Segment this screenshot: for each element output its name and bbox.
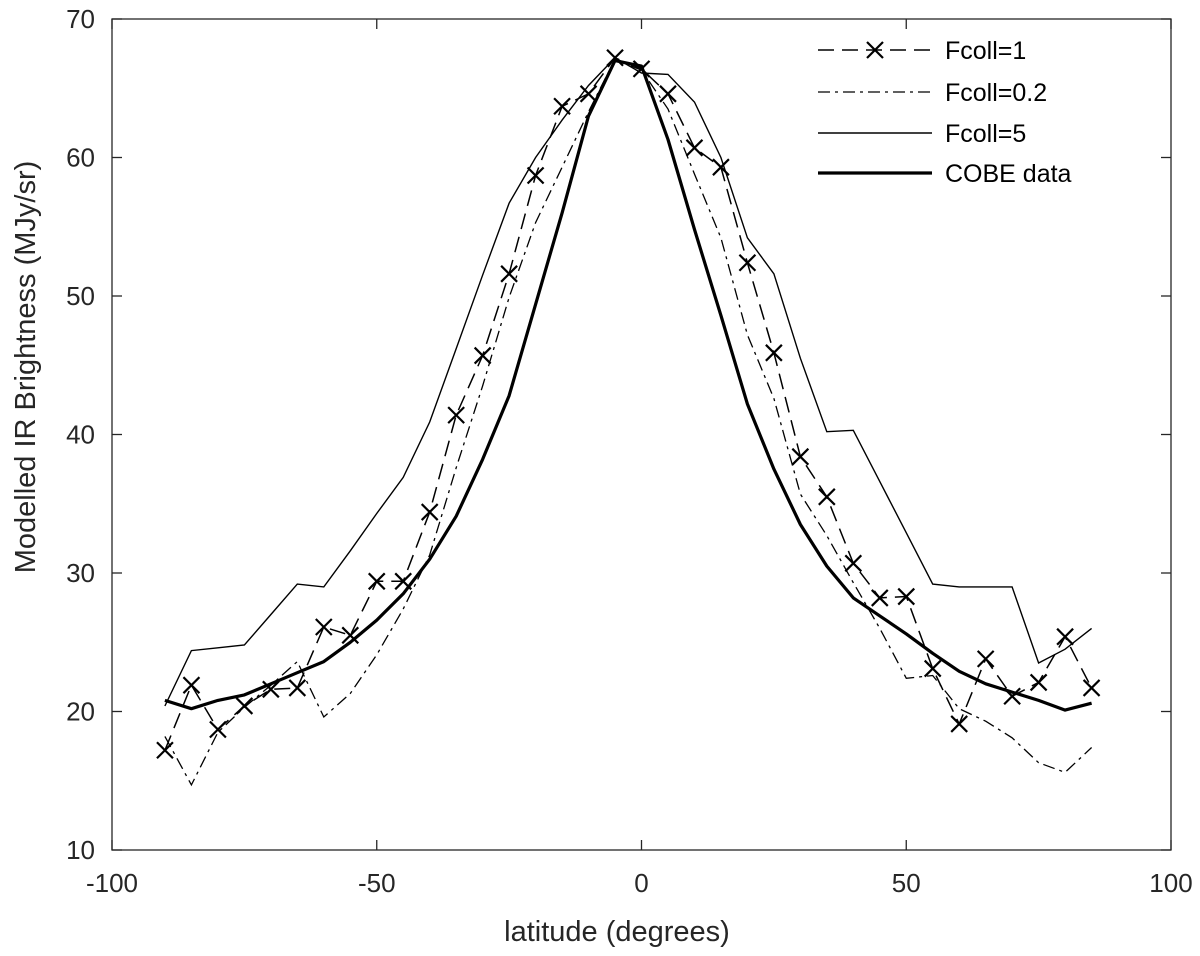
legend-item: COBE data — [818, 160, 1072, 188]
series-line — [164, 56, 1093, 751]
y-tick-label: 30 — [66, 558, 95, 588]
data-point — [500, 265, 518, 283]
y-tick-label: 20 — [66, 697, 95, 727]
data-point — [447, 406, 465, 424]
y-tick-label: 50 — [66, 281, 95, 311]
data-point — [950, 715, 968, 733]
series-fcoll-1 — [156, 49, 1101, 760]
data-point — [765, 344, 783, 362]
data-point — [659, 85, 677, 103]
series-fcoll-5 — [164, 56, 1093, 707]
data-point — [553, 97, 571, 116]
data-point — [791, 447, 810, 466]
data-point — [341, 626, 360, 645]
data-point — [420, 503, 439, 521]
legend-item: Fcoll=1 — [818, 37, 1026, 65]
data-point — [685, 139, 704, 157]
x-tick-label: -100 — [86, 868, 138, 898]
data-point — [897, 587, 916, 606]
legend-item: Fcoll=0.2 — [818, 79, 1047, 107]
series-layer — [156, 49, 1101, 787]
data-point — [844, 554, 863, 573]
legend-marker — [866, 41, 884, 59]
legend-label: Fcoll=5 — [945, 120, 1026, 148]
data-point — [526, 166, 545, 185]
axis-ticks: -100 -50 0 50 100 10 20 30 40 50 60 70 — [66, 4, 1193, 898]
x-axis-label: latitude (degrees) — [504, 916, 730, 948]
y-tick-label: 70 — [66, 4, 95, 34]
data-point — [367, 572, 386, 591]
y-tick-label: 10 — [66, 835, 95, 865]
series-cobe-data — [164, 59, 1093, 712]
series-line — [164, 59, 1093, 712]
data-point — [288, 679, 307, 697]
data-point — [870, 589, 889, 607]
data-point — [1082, 679, 1101, 697]
data-point — [394, 572, 413, 591]
data-point — [1056, 627, 1074, 646]
data-point — [818, 488, 836, 506]
data-point — [235, 697, 254, 715]
legend-label: Fcoll=1 — [945, 37, 1026, 65]
data-point — [262, 680, 280, 699]
data-point — [182, 676, 201, 694]
x-tick-label: 0 — [634, 868, 648, 898]
data-point — [579, 85, 598, 103]
legend-item: Fcoll=5 — [818, 120, 1026, 148]
data-point — [1003, 687, 1021, 706]
y-tick-label: 60 — [66, 143, 95, 173]
x-tick-label: 50 — [892, 868, 921, 898]
y-tick-label: 40 — [66, 420, 95, 450]
data-point — [209, 720, 227, 739]
data-point — [923, 659, 942, 678]
data-point — [632, 60, 651, 78]
legend-label: COBE data — [945, 160, 1072, 188]
y-axis-label: Modelled IR Brightness (MJy/sr) — [10, 161, 42, 574]
data-point — [976, 650, 995, 668]
data-point — [315, 618, 333, 636]
series-line — [164, 56, 1093, 707]
data-point — [1029, 673, 1048, 692]
legend-label: Fcoll=0.2 — [945, 79, 1047, 107]
data-point — [473, 346, 492, 365]
data-point — [738, 253, 757, 272]
data-point — [606, 49, 624, 67]
x-tick-label: 100 — [1149, 868, 1192, 898]
data-point — [712, 158, 730, 176]
data-point — [156, 741, 174, 760]
legend: Fcoll=1 Fcoll=0.2 Fcoll=5 COBE data — [818, 37, 1072, 188]
x-tick-label: -50 — [358, 868, 396, 898]
